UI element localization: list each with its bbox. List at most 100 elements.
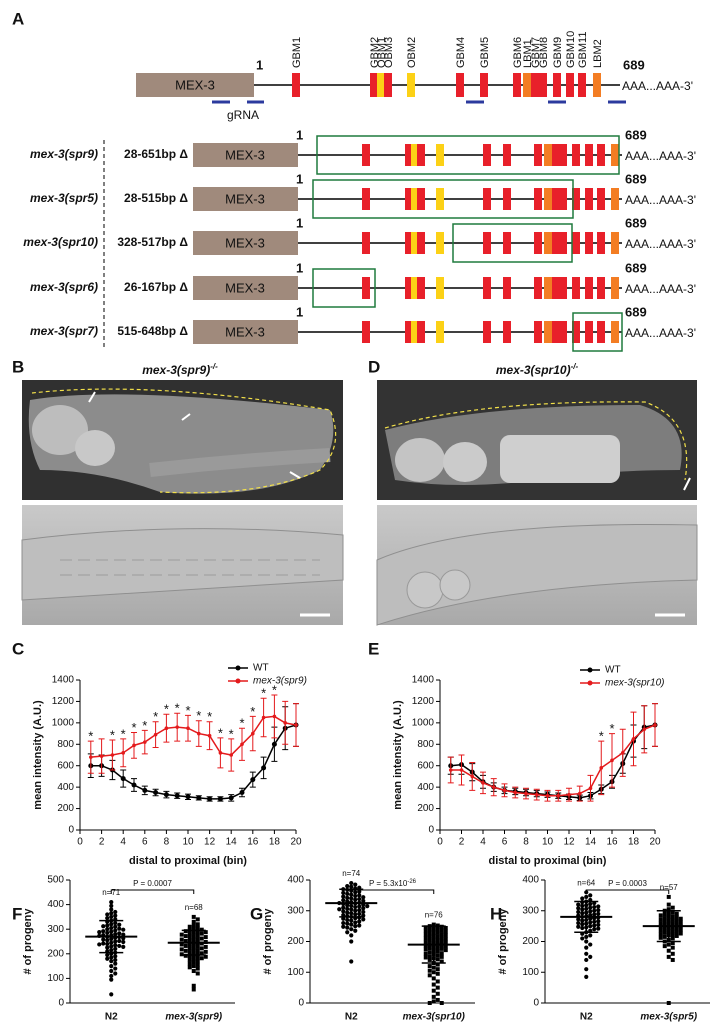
- data-point: [545, 793, 550, 798]
- data-point: [431, 976, 436, 981]
- data-point: [175, 725, 179, 729]
- data-point: [576, 906, 581, 911]
- x-tick-label: 18: [269, 837, 281, 848]
- data-point: [666, 902, 671, 907]
- motif: [552, 277, 560, 299]
- y-tick-label: 200: [287, 936, 304, 947]
- data-point: [153, 790, 159, 795]
- data-point: [580, 896, 585, 901]
- dic-image: [376, 505, 698, 626]
- panel-label: D: [368, 357, 380, 376]
- motif: [436, 321, 444, 343]
- y-tick-label: 0: [533, 998, 539, 1009]
- p-value-text: P = 0.0003: [608, 879, 647, 888]
- motif: [534, 277, 542, 299]
- data-point: [662, 912, 667, 917]
- data-point: [361, 898, 366, 904]
- data-point: [341, 894, 346, 899]
- x-tick-label: 8: [164, 837, 170, 848]
- y-tick-label: 1400: [412, 675, 435, 686]
- data-point: [596, 919, 601, 924]
- data-point: [670, 945, 675, 950]
- deleted-region: [572, 312, 623, 352]
- motif-label: GBM9: [552, 37, 564, 68]
- x-axis-label: distal to proximal (bin): [129, 855, 247, 867]
- data-point: [101, 937, 106, 942]
- data-point: [423, 940, 428, 945]
- data-point: [439, 954, 444, 959]
- data-point: [179, 942, 184, 947]
- comparison-bracket: [350, 889, 435, 894]
- motif: [417, 232, 425, 254]
- data-point: [109, 977, 114, 982]
- data-point: [113, 920, 118, 926]
- motif-label: GBM5: [479, 37, 491, 68]
- data-point: [666, 894, 671, 899]
- data-point: [153, 732, 158, 737]
- motif: [572, 232, 580, 254]
- category-label: mex-3(spr9): [165, 1012, 222, 1023]
- data-point: [187, 935, 192, 940]
- data-point: [658, 928, 663, 933]
- motif: [417, 188, 425, 210]
- motif: [585, 144, 593, 166]
- data-point: [113, 961, 118, 966]
- motif: [534, 232, 542, 254]
- significance-star: *: [229, 726, 234, 741]
- data-point: [357, 896, 362, 902]
- tail-label: AAA...AAA-3': [625, 193, 696, 207]
- motif: [480, 73, 488, 97]
- data-point: [110, 753, 115, 757]
- significance-star: *: [131, 720, 136, 735]
- deletion-label: 26-167bp Δ: [124, 280, 188, 294]
- motif: [559, 144, 567, 166]
- data-point: [361, 917, 366, 922]
- data-point: [435, 957, 440, 962]
- data-point: [164, 726, 169, 731]
- series-line: [90, 715, 297, 758]
- data-point: [179, 932, 184, 937]
- motif: [483, 232, 491, 254]
- data-point: [592, 904, 597, 910]
- data-point: [345, 891, 350, 896]
- y-tick-label: 600: [417, 760, 434, 771]
- data-point: [666, 942, 671, 947]
- deleted-region: [312, 268, 376, 308]
- y-tick-label: 800: [417, 739, 434, 750]
- data-point: [353, 893, 358, 899]
- data-point: [423, 943, 428, 948]
- data-point: [341, 905, 346, 910]
- data-point: [345, 921, 350, 926]
- motif: [417, 144, 425, 166]
- motif: [362, 277, 370, 299]
- data-point: [203, 935, 208, 940]
- x-tick-label: 8: [523, 837, 529, 848]
- significance-star: *: [142, 718, 147, 733]
- data-point: [534, 792, 539, 797]
- motif: [405, 277, 413, 299]
- y-tick-label: 200: [57, 803, 74, 814]
- superscript: -/-: [571, 362, 579, 371]
- data-point: [195, 966, 200, 971]
- motif: [559, 277, 567, 299]
- data-point: [105, 952, 110, 958]
- n-label: n=76: [425, 911, 444, 920]
- data-point: [435, 991, 440, 996]
- series-line: [450, 724, 656, 799]
- data-point: [674, 919, 679, 924]
- data-point: [596, 926, 601, 931]
- protein-label: MEX-3: [225, 235, 265, 250]
- motif-label: GBM7: [530, 37, 542, 68]
- data-point: [431, 970, 436, 975]
- data-point: [423, 951, 428, 956]
- motif: [405, 188, 413, 210]
- data-point: [576, 920, 581, 926]
- sd-bar: [656, 910, 681, 943]
- data-point: [427, 946, 432, 951]
- data-point: [186, 726, 190, 731]
- category-label: N2: [345, 1012, 358, 1023]
- motif: [572, 321, 580, 343]
- data-point: [101, 924, 106, 929]
- motif: [611, 188, 619, 210]
- y-tick-label: 100: [287, 967, 304, 978]
